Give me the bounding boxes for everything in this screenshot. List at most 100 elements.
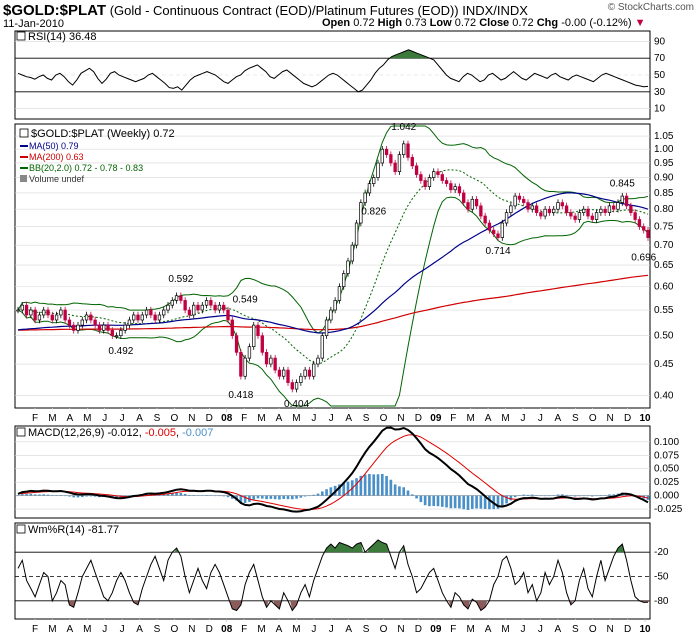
- candle-body: [127, 319, 132, 326]
- candle-body: [624, 195, 629, 207]
- macd-tick-label: 0.050: [654, 464, 679, 475]
- macd-hist-bar: [389, 479, 393, 496]
- volume-swatch: [20, 175, 27, 182]
- wmr-tick-label: -80: [654, 596, 669, 607]
- macd-hist-bar: [590, 495, 594, 497]
- candle-body: [243, 357, 247, 377]
- candle-body: [183, 300, 187, 311]
- x-tick-label: N: [607, 413, 614, 424]
- macd-hist-bar: [80, 495, 84, 498]
- candle-body: [612, 205, 616, 210]
- macd-hist-bar: [359, 475, 363, 496]
- macd-hist-bar: [89, 495, 93, 497]
- candle-body: [337, 286, 342, 301]
- rsi-label: RSI(14) 36.48: [28, 31, 96, 43]
- candle-body: [453, 186, 457, 191]
- price-toggle-icon[interactable]: [19, 128, 29, 138]
- candle-body: [174, 295, 179, 301]
- macd-hist-bar: [496, 495, 500, 509]
- macd-hist-bar: [479, 495, 483, 509]
- macd-hist-bar: [128, 495, 131, 497]
- macd-hist-bar: [586, 495, 590, 497]
- price-tick-label: 0.60: [654, 282, 674, 293]
- macd-hist-bar: [63, 495, 67, 497]
- x-tick-label: J: [102, 413, 107, 424]
- candle-body: [474, 198, 479, 207]
- macd-hist-bar: [432, 495, 436, 507]
- candle-body: [457, 186, 462, 194]
- candle-body: [564, 205, 569, 213]
- price-tick-label: 1.00: [654, 144, 674, 155]
- candle-body: [46, 309, 50, 316]
- macd-hist-bar: [423, 495, 427, 506]
- macd-hist-bar: [226, 495, 230, 498]
- chg-value: -0.00 (-0.12%): [561, 17, 632, 29]
- candle-body: [560, 202, 564, 207]
- x-tick-label: A: [67, 413, 74, 424]
- price-annotation: 0.592: [168, 274, 193, 285]
- macd-hist-bar: [595, 495, 598, 497]
- macd-tick-label: 0.100: [654, 437, 679, 448]
- candle-body: [539, 212, 543, 217]
- macd-hist-bar: [170, 493, 174, 496]
- x-tick-label: M: [83, 624, 91, 635]
- candle-body: [106, 324, 110, 331]
- macd-toggle-icon[interactable]: [16, 427, 26, 437]
- price-tick-label: 0.90: [654, 173, 674, 184]
- macd-hist-bar: [260, 495, 264, 499]
- rsi-ticks: 90 70 50 30 10: [654, 36, 666, 114]
- candle-body: [136, 314, 140, 321]
- macd-hist-bar: [393, 484, 397, 496]
- close-value: 0.72: [512, 17, 534, 29]
- macd-tick-label: 0.025: [654, 477, 679, 488]
- macd-hist-bar: [552, 495, 556, 496]
- candle-body: [462, 192, 466, 203]
- price-x-axis: F M A M J J A S O N D 08 F M A M J J A S O N D 09 F M A M J J A S O N D 10: [32, 408, 651, 424]
- price-annotation: 0.826: [361, 207, 386, 218]
- x-tick-label: N: [607, 624, 614, 635]
- candle-body: [230, 319, 234, 337]
- candle-body: [303, 369, 307, 377]
- wmr-ticks: -20 -50 -80: [654, 547, 669, 607]
- macd-hist-bar: [93, 495, 97, 497]
- rsi-tick-label: 30: [654, 87, 666, 98]
- macd-hist-bar: [470, 495, 474, 509]
- candle-body: [333, 300, 337, 311]
- x-tick-label: M: [467, 624, 475, 635]
- x-tick-label: J: [311, 624, 316, 635]
- macd-hist-bar: [518, 495, 521, 496]
- candle-body: [402, 143, 406, 155]
- rsi-toggle-icon[interactable]: [16, 31, 26, 41]
- macd-hist-bar: [505, 495, 508, 504]
- wmr-toggle-icon[interactable]: [16, 524, 26, 534]
- macd-hist-bar: [50, 495, 54, 496]
- rsi-tick-label: 50: [654, 70, 666, 81]
- candle-body: [234, 335, 239, 353]
- macd-hist-bar: [59, 495, 63, 496]
- symbol: $GOLD:$PLAT: [3, 2, 107, 19]
- x-tick-label: S: [572, 413, 579, 424]
- macd-hist-bar: [213, 495, 217, 497]
- candle-body: [140, 314, 144, 321]
- x-tick-label: A: [555, 624, 562, 635]
- price-tick-label: 0.65: [654, 260, 674, 271]
- candle-body: [393, 162, 397, 172]
- candle-body: [569, 212, 573, 217]
- candle-body: [282, 369, 286, 377]
- candle-body: [192, 304, 196, 316]
- candle-body: [440, 174, 444, 181]
- macd-hist-bar: [320, 491, 324, 496]
- candle-body: [616, 202, 620, 210]
- macd-hist-bar: [548, 495, 551, 497]
- candle-body: [380, 148, 384, 164]
- price-tick-label: 0.40: [654, 391, 674, 402]
- x-tick-label: F: [241, 413, 247, 424]
- candle-body: [466, 202, 470, 210]
- description: (Gold - Continuous Contract (EOD)/Platin…: [109, 3, 459, 18]
- macd-hist-bar: [612, 494, 616, 496]
- x-tick-label: D: [415, 624, 422, 635]
- candle-body: [24, 304, 29, 316]
- x-tick-label: F: [241, 624, 247, 635]
- candle-body: [144, 309, 149, 316]
